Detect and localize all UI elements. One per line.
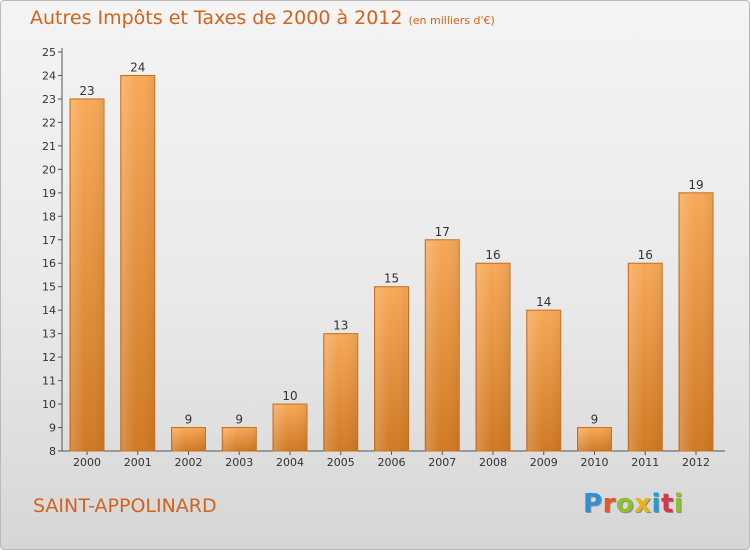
y-tick-label: 15	[42, 281, 56, 294]
logo-letter: i	[673, 489, 684, 519]
proxiti-logo: Proxiti	[583, 489, 683, 519]
bar-highlight	[578, 428, 611, 451]
y-tick-label: 21	[42, 140, 56, 153]
data-label: 9	[235, 413, 243, 427]
bar-highlight	[680, 193, 712, 451]
bar-highlight	[629, 264, 662, 451]
x-tick-label: 2005	[327, 456, 355, 469]
data-label: 15	[384, 272, 399, 286]
y-tick-label: 11	[42, 375, 56, 388]
logo-letter: i	[651, 489, 661, 519]
data-label: 9	[185, 413, 193, 427]
bar-highlight	[477, 264, 509, 451]
data-label: 13	[333, 319, 348, 333]
x-tick-label: 2008	[479, 456, 507, 469]
bar-highlight	[121, 76, 154, 452]
y-tick-label: 17	[42, 234, 56, 247]
bar-highlight	[223, 428, 256, 451]
y-tick-label: 18	[42, 210, 56, 223]
x-tick-label: 2004	[276, 456, 304, 469]
chart-title: Autres Impôts et Taxes de 2000 à 2012 (en…	[30, 7, 495, 29]
x-tick-label: 2006	[378, 456, 406, 469]
data-label: 19	[688, 178, 703, 192]
y-tick-label: 19	[42, 187, 56, 200]
data-label: 9	[591, 413, 599, 427]
x-tick-label: 2011	[631, 456, 659, 469]
y-tick-label: 13	[42, 328, 56, 341]
bar-highlight	[527, 311, 560, 451]
bar-highlight	[375, 287, 408, 451]
logo-letter: P	[583, 489, 603, 519]
data-label: 16	[638, 248, 653, 262]
x-tick-label: 2001	[124, 456, 152, 469]
x-tick-label: 2000	[73, 456, 101, 469]
x-tick-label: 2007	[428, 456, 456, 469]
y-tick-label: 24	[42, 69, 56, 82]
y-tick-label: 8	[49, 445, 56, 458]
y-tick-label: 23	[42, 93, 56, 106]
x-tick-label: 2012	[682, 456, 710, 469]
bars	[69, 74, 714, 452]
chart-title-text: Autres Impôts et Taxes de 2000 à 2012	[30, 7, 403, 29]
bar-highlight	[71, 99, 103, 452]
x-tick-label: 2010	[581, 456, 609, 469]
x-tick-label: 2003	[225, 456, 253, 469]
chart-unit: (en milliers d'€)	[408, 14, 495, 27]
data-label: 17	[435, 225, 450, 239]
bar-highlight	[172, 428, 205, 451]
data-label: 24	[130, 60, 145, 74]
y-tick-label: 16	[42, 257, 56, 270]
town-name: SAINT-APPOLINARD	[33, 495, 217, 517]
y-tick-label: 22	[42, 116, 56, 129]
data-label: 16	[485, 248, 500, 262]
data-label: 10	[282, 389, 297, 403]
y-tick-label: 12	[42, 351, 56, 364]
y-tick-label: 20	[42, 163, 56, 176]
logo-letter: o	[615, 489, 635, 519]
x-tick-label: 2002	[175, 456, 203, 469]
y-tick-label: 14	[42, 304, 56, 317]
y-tick-label: 25	[42, 46, 56, 59]
y-tick-label: 10	[42, 398, 56, 411]
bar-highlight	[324, 334, 357, 451]
data-label: 23	[79, 84, 94, 98]
x-tick-label: 2009	[530, 456, 558, 469]
bar-highlight	[274, 405, 306, 451]
logo-letter: t	[660, 489, 674, 519]
logo-letter: x	[634, 489, 652, 519]
y-tick-label: 9	[49, 422, 56, 435]
data-labels: 23 24 9 9 10 13 15 17 16 14 9 16 19	[79, 60, 703, 426]
bar-highlight	[426, 240, 459, 451]
logo-letter: r	[602, 489, 616, 519]
data-label: 14	[536, 295, 551, 309]
